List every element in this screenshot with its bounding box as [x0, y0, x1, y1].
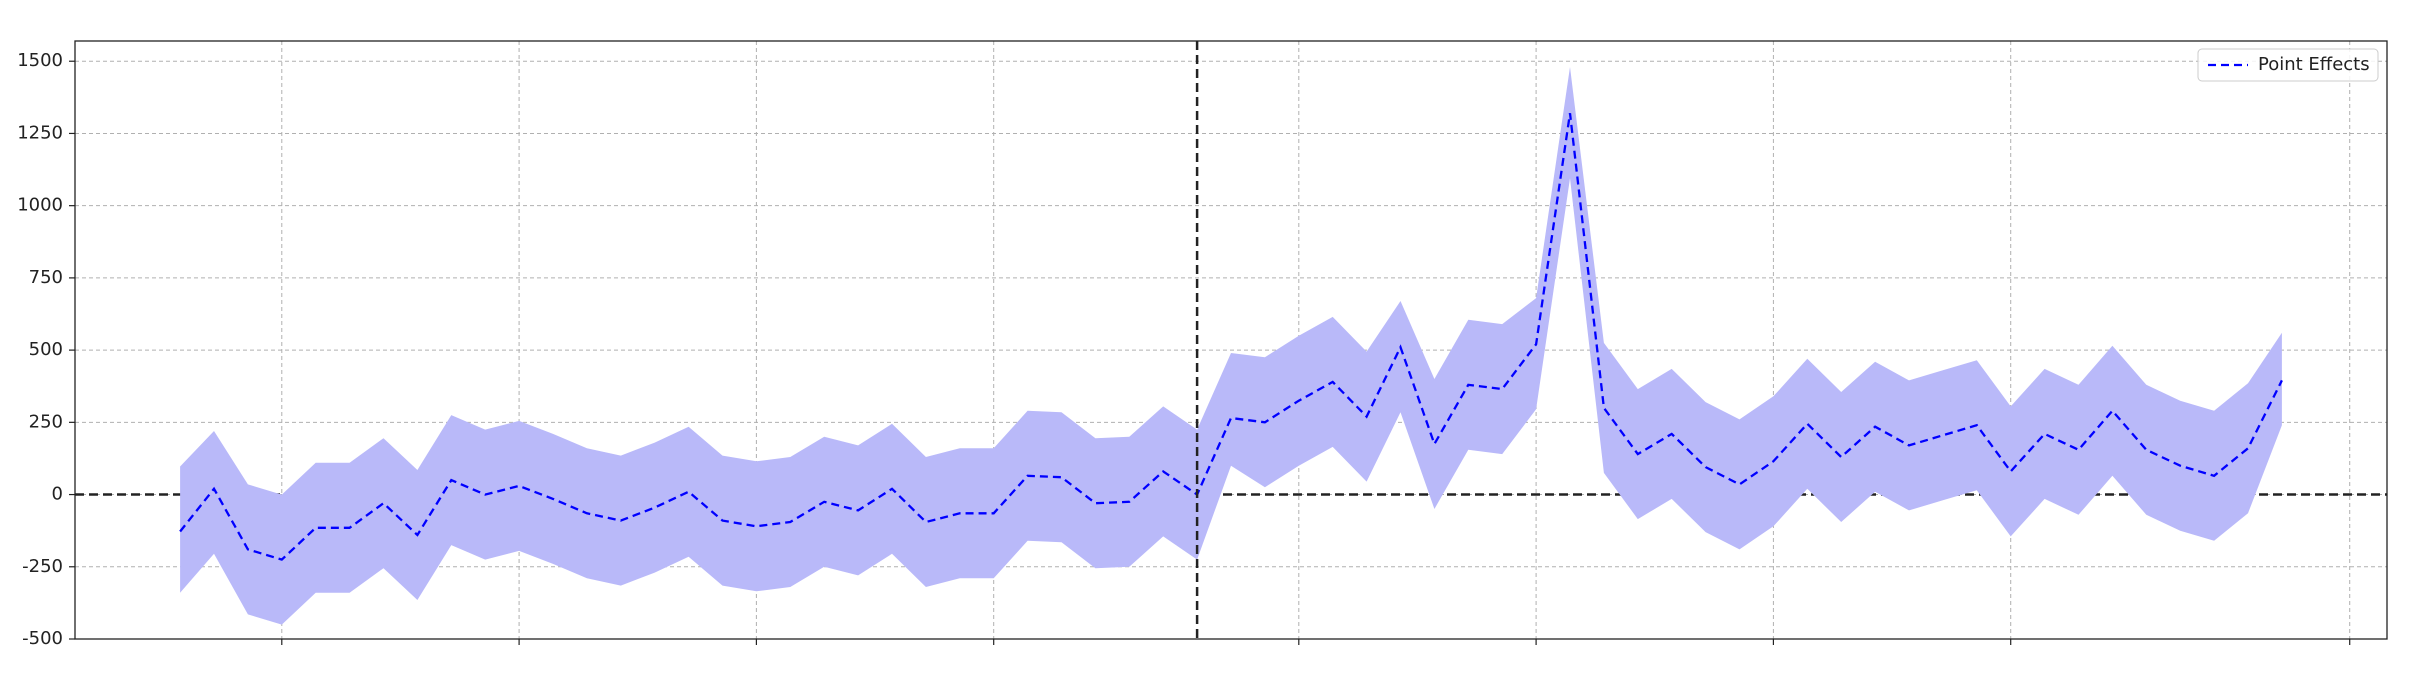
confidence-band — [180, 67, 2282, 625]
y-tick-label: -250 — [22, 556, 63, 577]
y-tick-label: 1500 — [17, 50, 63, 71]
y-tick-label: 0 — [52, 484, 63, 505]
y-tick-label: 250 — [29, 411, 63, 432]
y-tick-label: -500 — [22, 628, 63, 649]
legend-box — [2197, 48, 2379, 82]
legend: Point Effects — [2197, 48, 2379, 82]
y-tick-label: 1250 — [17, 122, 63, 143]
legend-label: Point Effects — [2258, 54, 2370, 75]
y-tick-label: 1000 — [17, 195, 63, 216]
plot-frame — [74, 40, 2388, 640]
y-tick-label: 750 — [29, 267, 63, 288]
y-tick-label: 500 — [29, 339, 63, 360]
